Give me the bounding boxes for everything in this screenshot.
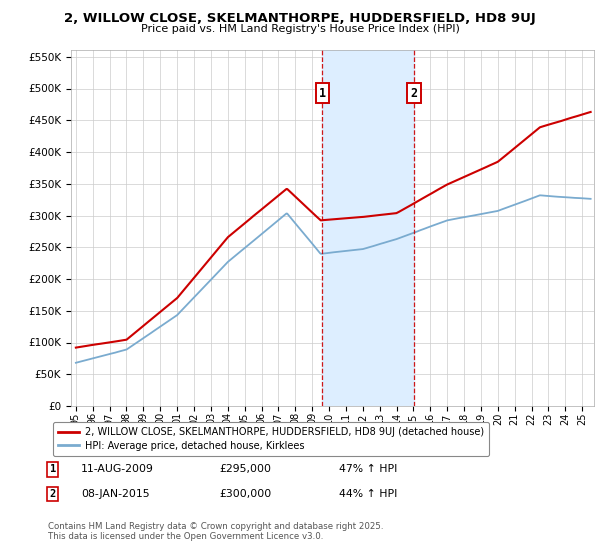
Text: 44% ↑ HPI: 44% ↑ HPI xyxy=(339,489,397,499)
Text: 47% ↑ HPI: 47% ↑ HPI xyxy=(339,464,397,474)
Text: 11-AUG-2009: 11-AUG-2009 xyxy=(81,464,154,474)
Text: £295,000: £295,000 xyxy=(219,464,271,474)
Text: 2: 2 xyxy=(410,87,418,100)
Text: 1: 1 xyxy=(50,464,56,474)
Text: 2: 2 xyxy=(50,489,56,499)
Bar xyxy=(322,50,414,406)
Text: 08-JAN-2015: 08-JAN-2015 xyxy=(81,489,149,499)
Text: Contains HM Land Registry data © Crown copyright and database right 2025.
This d: Contains HM Land Registry data © Crown c… xyxy=(48,522,383,542)
Text: Price paid vs. HM Land Registry's House Price Index (HPI): Price paid vs. HM Land Registry's House … xyxy=(140,24,460,34)
Text: 2, WILLOW CLOSE, SKELMANTHORPE, HUDDERSFIELD, HD8 9UJ: 2, WILLOW CLOSE, SKELMANTHORPE, HUDDERSF… xyxy=(64,12,536,25)
Text: £300,000: £300,000 xyxy=(219,489,271,499)
Text: 1: 1 xyxy=(319,87,326,100)
Legend: 2, WILLOW CLOSE, SKELMANTHORPE, HUDDERSFIELD, HD8 9UJ (detached house), HPI: Ave: 2, WILLOW CLOSE, SKELMANTHORPE, HUDDERSF… xyxy=(53,422,489,456)
